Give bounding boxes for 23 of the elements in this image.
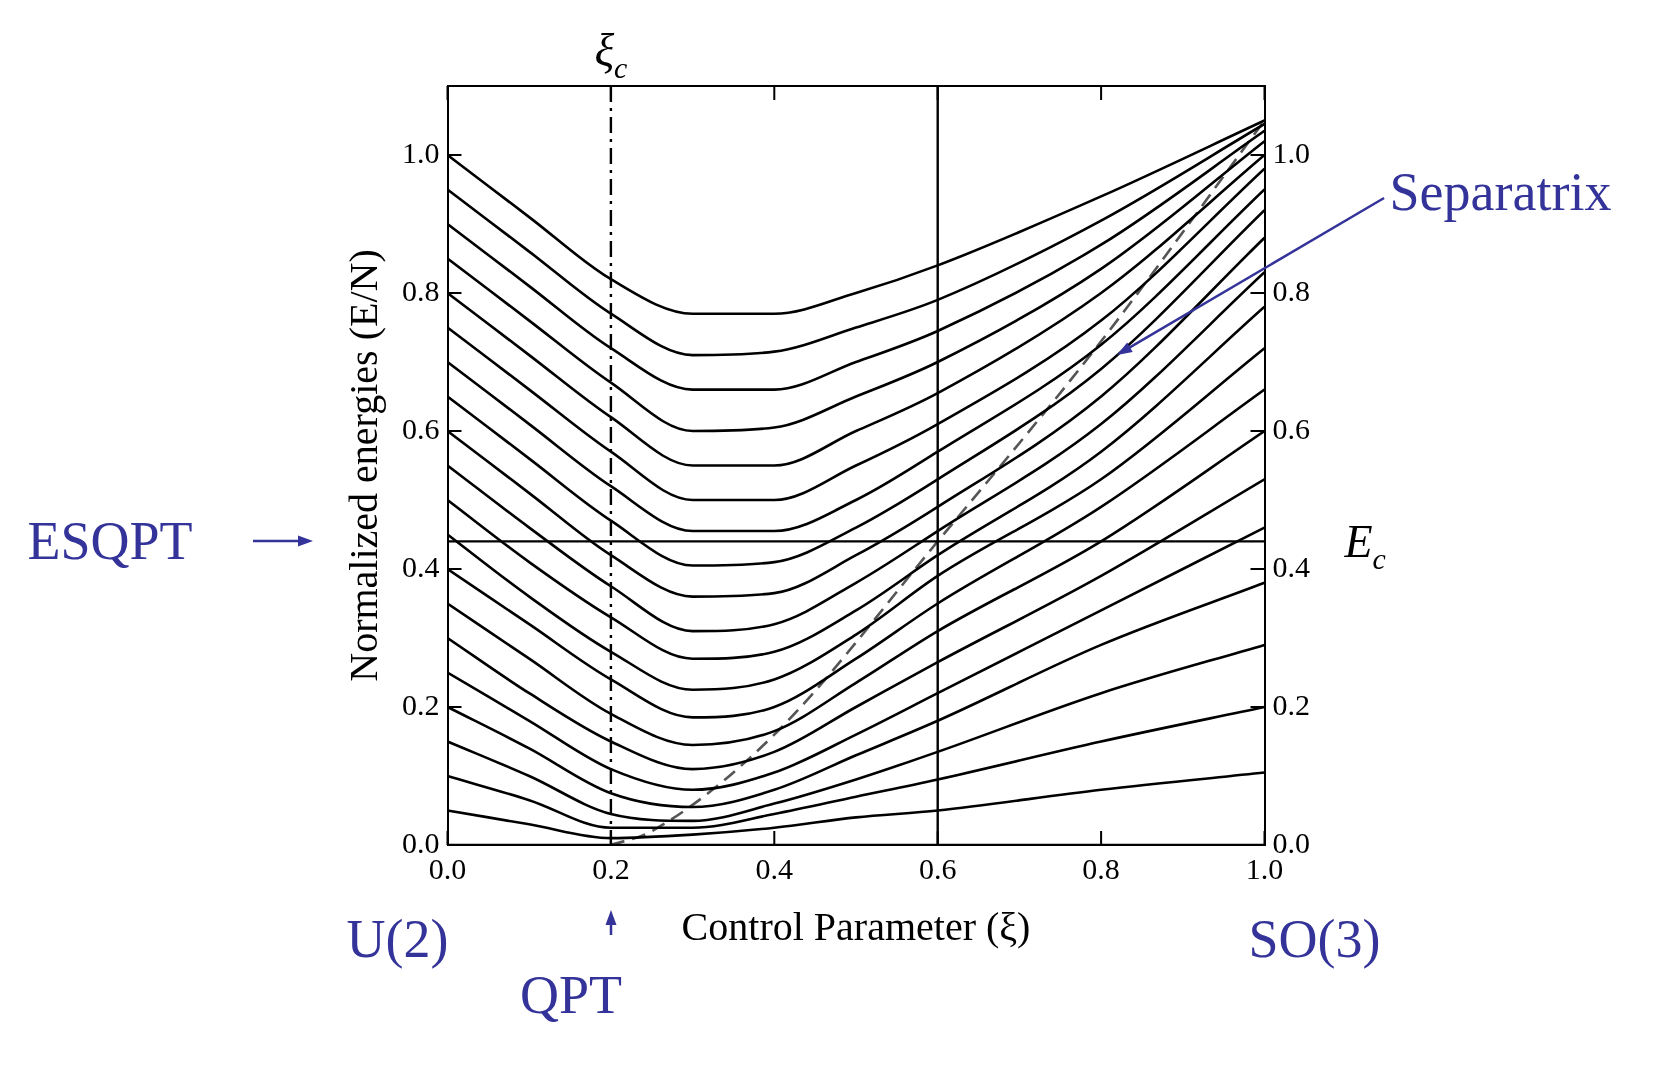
annotation: Separatrix (1389, 162, 1612, 223)
y-tick-label: 1.0 (402, 135, 440, 169)
y-tick-label: 0.2 (402, 687, 440, 721)
text: QPT (519, 965, 622, 1025)
y2-tick-label: 0.6 (1272, 411, 1310, 445)
x-tick-label: 0.8 (1082, 851, 1120, 885)
y-axis-title: Normalized energies (E/N) (340, 249, 386, 682)
y2-tick-label: 1.0 (1272, 135, 1310, 169)
x-tick-label: 0.2 (592, 851, 630, 885)
y2-tick-label: 0.0 (1272, 825, 1310, 859)
y-tick-label: 0.6 (402, 411, 440, 445)
x-axis-title: Control Parameter (ξ) (681, 903, 1031, 949)
x-tick-label: 0.4 (755, 851, 794, 885)
text: ESQPT (27, 511, 193, 572)
y2-tick-label: 0.2 (1272, 687, 1310, 721)
y2-tick-label: 0.8 (1272, 273, 1310, 307)
x-tick-label: 0.6 (918, 851, 957, 885)
y-tick-label: 0.0 (402, 825, 440, 859)
text: U(2) (346, 909, 449, 969)
y-tick-label: 0.8 (402, 273, 440, 307)
y2-tick-label: 0.4 (1272, 549, 1310, 583)
y-tick-label: 0.4 (402, 549, 440, 583)
text: SO(3) (1248, 909, 1381, 969)
